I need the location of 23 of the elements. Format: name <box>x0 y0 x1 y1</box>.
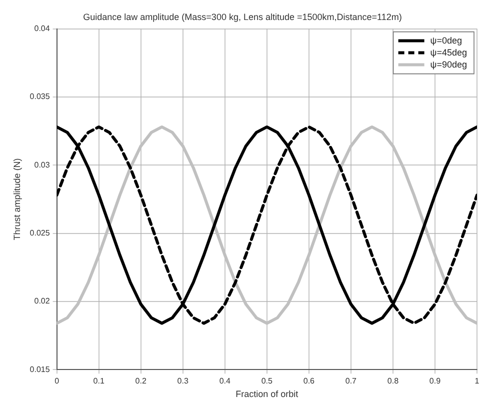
y-tick-label: 0.03 <box>34 160 50 170</box>
y-tick-label: 0.035 <box>30 92 50 102</box>
x-tick-label: 0.3 <box>177 376 189 386</box>
legend-label: ψ=45deg <box>430 47 468 58</box>
y-tick-label: 0.025 <box>30 228 50 238</box>
x-tick-label: 0.1 <box>93 376 105 386</box>
y-tick-label: 0.04 <box>34 24 50 34</box>
x-tick-label: 0 <box>54 376 60 386</box>
x-tick-label: 0.5 <box>261 376 274 386</box>
x-tick-label: 1 <box>474 376 480 386</box>
legend-label: ψ=0deg <box>430 35 462 46</box>
x-tick-label: 0.8 <box>387 376 400 386</box>
x-tick-label: 0.2 <box>135 376 147 386</box>
x-tick-label: 0.7 <box>345 376 358 386</box>
y-tick-label: 0.02 <box>34 296 50 306</box>
x-tick-label: 0.4 <box>219 376 231 386</box>
y-tick-label: 0.015 <box>30 364 50 374</box>
x-tick-label: 0.9 <box>429 376 442 386</box>
x-tick-label: 0.6 <box>303 376 316 386</box>
legend-label: ψ=90deg <box>430 59 468 70</box>
chart-title: Guidance law amplitude (Mass=300 kg, Lens altitude =1500km,Distance=112m) <box>83 12 402 22</box>
y-axis-title: Thrust amplitude (N) <box>12 158 22 240</box>
x-axis-title: Fraction of orbit <box>236 389 299 400</box>
